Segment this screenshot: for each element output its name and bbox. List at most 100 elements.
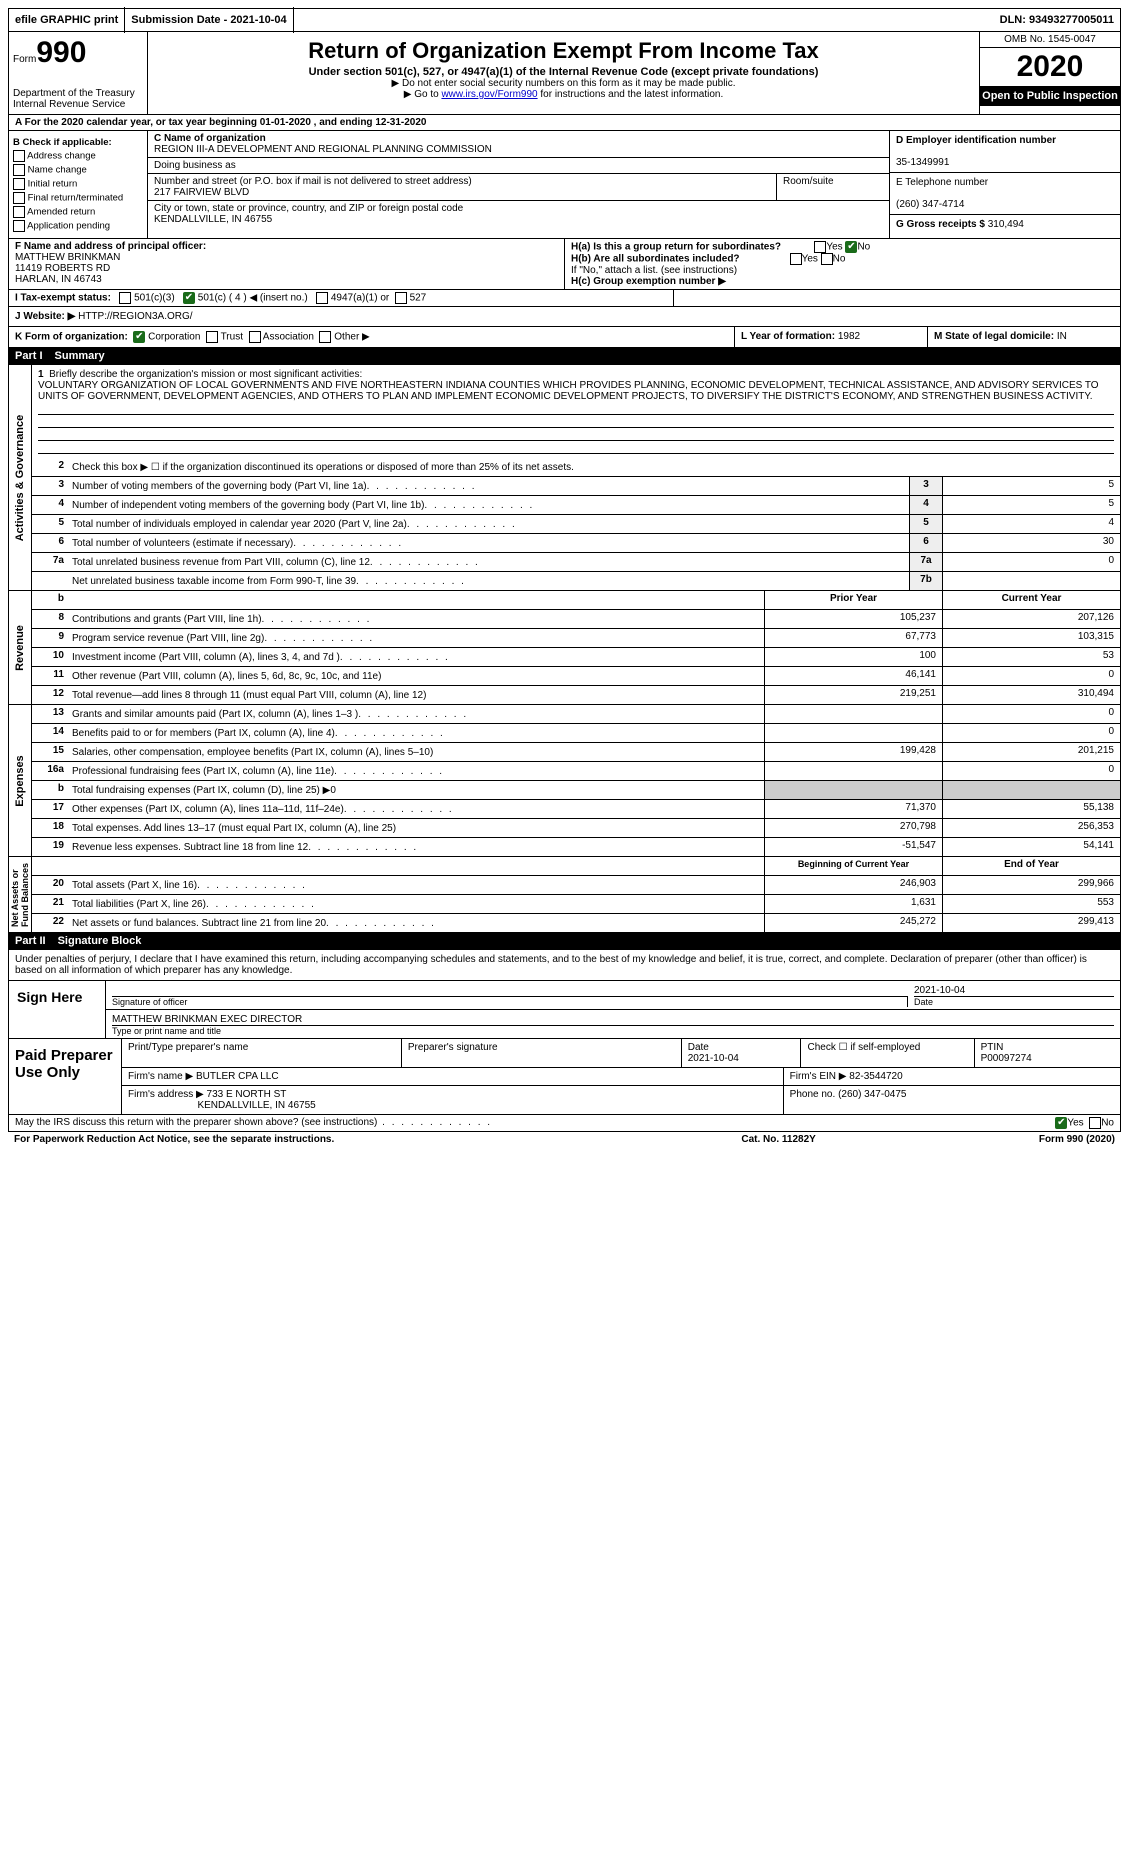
line-7b: Net unrelated business taxable income fr… [32,572,1120,590]
line-16b: bTotal fundraising expenses (Part IX, co… [32,781,1120,800]
prep-row-2: Firm's name ▶ BUTLER CPA LLC Firm's EIN … [122,1068,1120,1086]
dept-2: Internal Revenue Service [13,99,143,110]
prep-row-1: Print/Type preparer's name Preparer's si… [122,1039,1120,1068]
line-1: 1 Briefly describe the organization's mi… [32,365,1120,458]
footer-bottom: For Paperwork Reduction Act Notice, see … [8,1132,1121,1147]
row-j: J Website: ▶ HTTP://REGION3A.ORG/ [8,307,1121,327]
line-11: 11Other revenue (Part VIII, column (A), … [32,667,1120,686]
sign-here-label: Sign Here [9,981,106,1038]
row-f-h: F Name and address of principal officer:… [8,239,1121,290]
officer-name-title: MATTHEW BRINKMAN EXEC DIRECTOR [112,1014,1114,1025]
form-title: Return of Organization Exempt From Incom… [152,38,975,64]
i-label: I Tax-exempt status: [15,293,111,304]
officer-addr2: HARLAN, IN 46743 [15,274,102,285]
b-opt: Name change [13,164,143,176]
city-label: City or town, state or province, country… [154,203,463,214]
form-number: 990 [36,36,86,69]
room-label: Room/suite [783,176,834,187]
line-10: 10Investment income (Part VIII, column (… [32,648,1120,667]
na-header: Beginning of Current Year End of Year [32,857,1120,876]
d-label: D Employer identification number [896,135,1056,146]
b-opt: Final return/terminated [13,192,143,204]
side-label-exp: Expenses [9,705,32,856]
line-20: 20Total assets (Part X, line 16) 246,903… [32,876,1120,895]
section-m: M State of legal domicile: IN [928,327,1120,347]
row-i-hc: I Tax-exempt status: 501(c)(3) ✔ 501(c) … [8,290,1121,307]
right-col: D Employer identification number 35-1349… [889,131,1120,238]
footer-discuss: May the IRS discuss this return with the… [8,1115,1121,1132]
row-klm: K Form of organization: ✔ Corporation Tr… [8,327,1121,348]
e-label: E Telephone number [896,177,988,188]
pra-notice: For Paperwork Reduction Act Notice, see … [14,1134,626,1145]
j-label: J Website: ▶ [15,311,75,322]
sig-date-label: Date [914,996,1114,1007]
gross-receipts: 310,494 [988,219,1024,230]
section-b: B Check if applicable: Address change Na… [9,131,148,238]
section-l: L Year of formation: 1982 [735,327,928,347]
b-opt: Initial return [13,178,143,190]
line-13: 13Grants and similar amounts paid (Part … [32,705,1120,724]
b-label: B Check if applicable: [13,137,143,148]
part-1-header: Part I Summary [8,348,1121,365]
line-17: 17Other expenses (Part IX, column (A), l… [32,800,1120,819]
line-15: 15Salaries, other compensation, employee… [32,743,1120,762]
section-c: C Name of organization REGION III-A DEVE… [148,131,889,238]
hb-label: H(b) Are all subordinates included? [571,254,740,265]
line-5: 5Total number of individuals employed in… [32,515,1120,534]
line-19: 19Revenue less expenses. Subtract line 1… [32,838,1120,856]
name-title-label: Type or print name and title [112,1025,1114,1036]
revenue-section: Revenue b Prior Year Current Year 8Contr… [8,591,1121,705]
mission-text: VOLUNTARY ORGANIZATION OF LOCAL GOVERNME… [38,380,1099,402]
line-22: 22Net assets or fund balances. Subtract … [32,914,1120,932]
form-header: Form990 Department of the Treasury Inter… [8,32,1121,115]
b-opt: Amended return [13,206,143,218]
phone: (260) 347-4714 [896,199,964,210]
paid-preparer-block: Paid Preparer Use Only Print/Type prepar… [8,1039,1121,1115]
declaration: Under penalties of perjury, I declare th… [8,950,1121,981]
section-k: K Form of organization: ✔ Corporation Tr… [9,327,735,347]
rev-header: b Prior Year Current Year [32,591,1120,610]
side-label-na: Net Assets orFund Balances [9,857,32,932]
addr-label: Number and street (or P.O. box if mail i… [154,176,472,187]
k-label: K Form of organization: [15,332,128,343]
form-note-1: ▶ Do not enter social security numbers o… [152,78,975,89]
sign-here-block: Sign Here Signature of officer 2021-10-0… [8,981,1121,1039]
sig-date: 2021-10-04 [914,985,1114,996]
activities-governance: Activities & Governance 1 Briefly descri… [8,365,1121,591]
website: HTTP://REGION3A.ORG/ [78,311,192,322]
form-title-block: Return of Organization Exempt From Incom… [148,32,980,114]
top-bar: efile GRAPHIC print Submission Date - 20… [8,8,1121,32]
f-label: F Name and address of principal officer: [15,241,206,252]
side-label-rev: Revenue [9,591,32,704]
form-note-2: ▶ Go to www.irs.gov/Form990 for instruct… [152,89,975,100]
paid-preparer-label: Paid Preparer Use Only [9,1039,122,1114]
line-9: 9Program service revenue (Part VIII, lin… [32,629,1120,648]
dept-1: Department of the Treasury [13,88,143,99]
part-2-header: Part II Signature Block [8,933,1121,950]
officer-name: MATTHEW BRINKMAN [15,252,120,263]
open-public: Open to Public Inspection [980,86,1120,106]
efile-label: efile GRAPHIC print [9,7,125,33]
net-assets-section: Net Assets orFund Balances Beginning of … [8,857,1121,933]
line-21: 21Total liabilities (Part X, line 26) 1,… [32,895,1120,914]
section-f: F Name and address of principal officer:… [9,239,565,289]
form-id-block: Form990 Department of the Treasury Inter… [9,32,148,114]
c-name-label: C Name of organization [154,133,266,144]
ha-label: H(a) Is this a group return for subordin… [571,242,781,253]
dln: DLN: 93493277005011 [994,12,1120,28]
line-8: 8Contributions and grants (Part VIII, li… [32,610,1120,629]
ein: 35-1349991 [896,157,949,168]
line-16a: 16aProfessional fundraising fees (Part I… [32,762,1120,781]
tax-year: 2020 [980,48,1120,86]
line-2: 2 Check this box ▶ ☐ if the organization… [32,458,1120,477]
sig-officer-label: Signature of officer [112,996,907,1007]
cat-no: Cat. No. 11282Y [626,1134,932,1145]
omb-block: OMB No. 1545-0047 2020 Open to Public In… [980,32,1120,114]
row-a: A For the 2020 calendar year, or tax yea… [8,115,1121,131]
b-opt: Address change [13,150,143,162]
form-subtitle: Under section 501(c), 527, or 4947(a)(1)… [152,66,975,78]
city-state-zip: KENDALLVILLE, IN 46755 [154,214,272,225]
irs-link[interactable]: www.irs.gov/Form990 [441,89,537,100]
form-footer: Form 990 (2020) [932,1134,1116,1145]
section-h: H(a) Is this a group return for subordin… [565,239,1120,289]
